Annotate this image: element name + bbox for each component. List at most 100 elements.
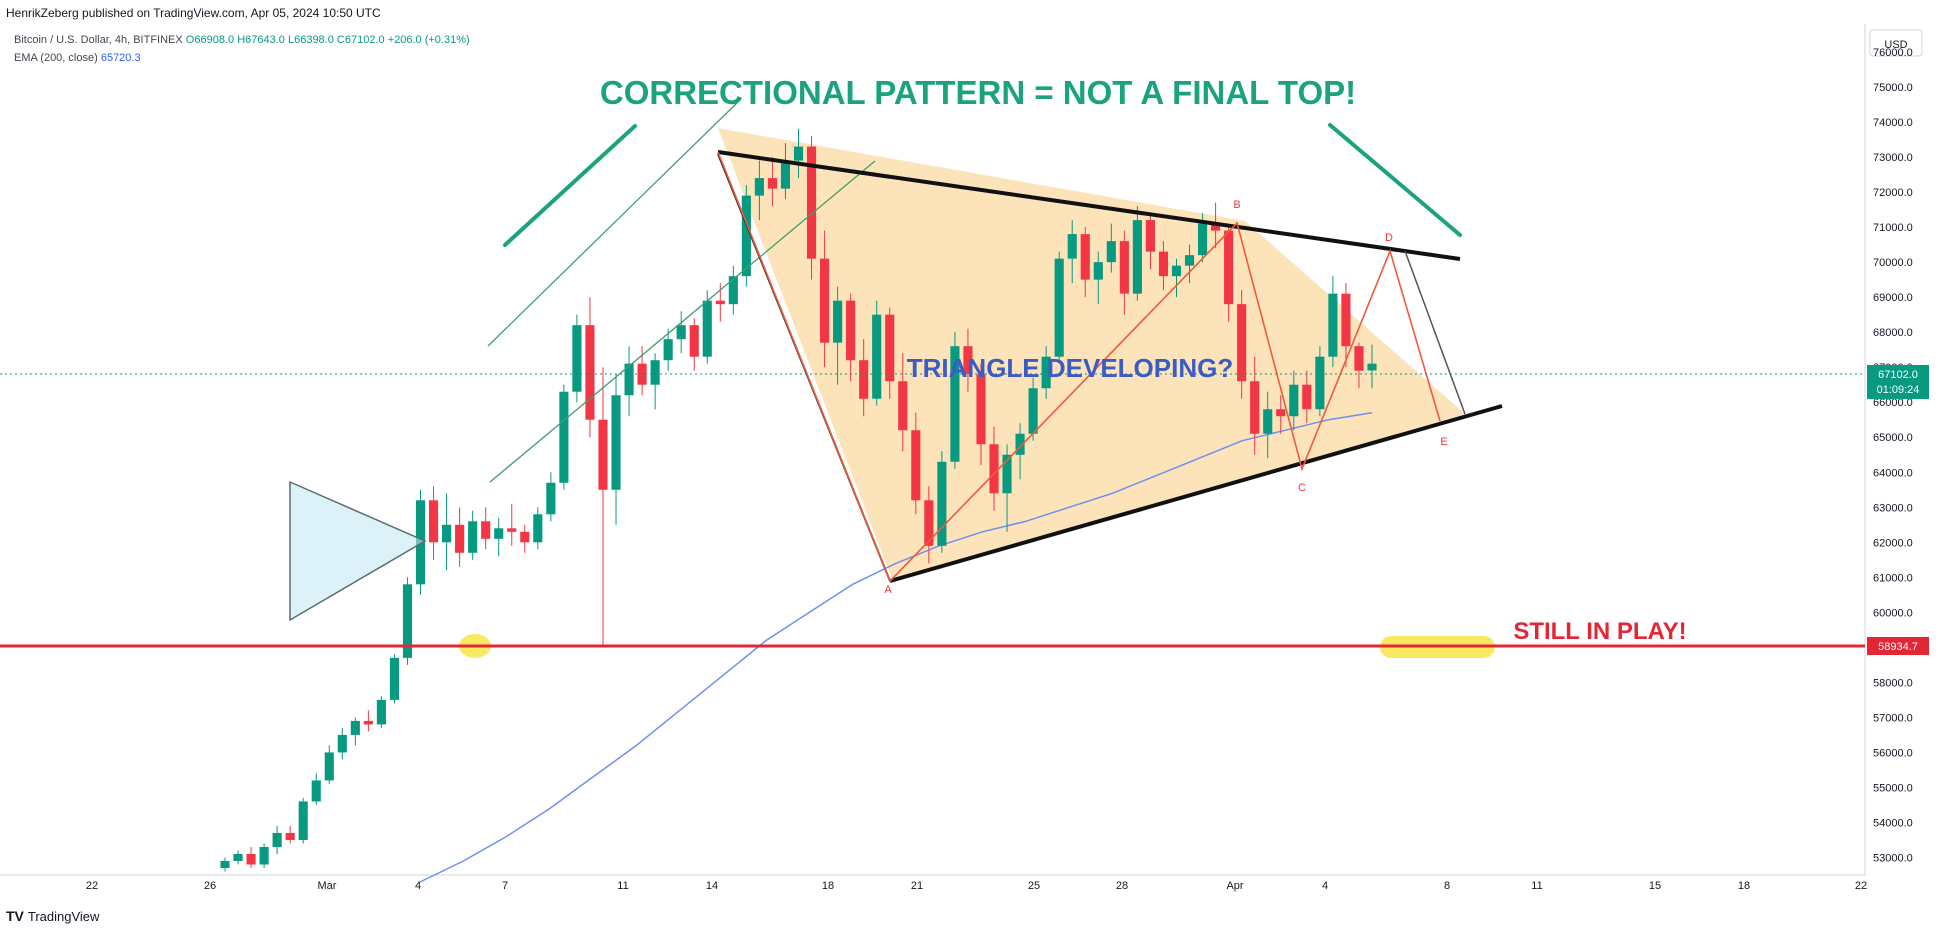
candle-body: [741, 195, 751, 277]
x-tick-label: 8: [1444, 880, 1450, 892]
currency-button[interactable]: [1869, 29, 1923, 57]
candle-body: [1354, 346, 1364, 371]
x-tick-label: 11: [617, 880, 628, 892]
candle-body: [507, 528, 517, 532]
time-axis[interactable]: 22 26 Mar 4 7 11 14 18 21 25 28 Apr 4 8 11 15 18 22: [86, 880, 1867, 892]
candle-body: [1158, 251, 1169, 277]
candle-body: [1106, 241, 1116, 263]
ohlc-low: L66398.0: [287, 34, 334, 46]
wave-label-b: B: [1233, 199, 1240, 211]
triangle-shape[interactable]: [718, 128, 1465, 581]
candle-body: [1093, 262, 1103, 280]
x-tick-label: 25: [1028, 880, 1040, 892]
x-tick-label: 26: [204, 880, 216, 892]
candle-body: [1067, 234, 1077, 259]
x-tick-label: 7: [502, 880, 508, 892]
candle-body: [650, 360, 660, 385]
y-tick-label: 76000.0: [1873, 47, 1913, 59]
y-tick-label: 66000.0: [1873, 397, 1913, 409]
candle-body: [272, 832, 282, 847]
candle-body: [220, 860, 230, 868]
candle-body: [402, 584, 413, 658]
candle-body: [376, 699, 386, 725]
candle-body: [572, 325, 582, 392]
annotation-stroke: [1328, 123, 1462, 237]
candle-body: [285, 832, 295, 840]
triangle-right-line[interactable]: [1404, 250, 1466, 415]
candle-body: [1263, 409, 1273, 434]
x-tick-label: 11: [1531, 880, 1542, 892]
support-price-tag: [1867, 637, 1929, 655]
candle-body: [937, 461, 947, 546]
candle-body: [455, 524, 465, 553]
y-tick-label: 70000.0: [1873, 257, 1913, 269]
y-tick-label: 68000.0: [1873, 327, 1913, 339]
wave-path[interactable]: [717, 151, 1441, 583]
candle-body: [702, 300, 712, 357]
triangle-upper-line[interactable]: [717, 150, 1461, 261]
footer-brand[interactable]: TV TradingView: [6, 908, 99, 924]
candle-body: [546, 482, 556, 515]
x-tick-label: 18: [822, 880, 834, 892]
candle-body: [428, 500, 439, 543]
candle-body: [715, 300, 725, 305]
channel-line-lower[interactable]: [489, 160, 876, 483]
candles-group[interactable]: [220, 129, 1377, 872]
candle-body: [989, 444, 999, 494]
y-tick-label: 72000.0: [1873, 187, 1913, 199]
candle-body: [1145, 220, 1155, 252]
symbol-name[interactable]: Bitcoin / U.S. Dollar, 4h, BITFINEX: [14, 34, 183, 46]
candle-body: [350, 720, 360, 735]
pennant-triangle[interactable]: [289, 480, 427, 622]
current-price-tag: [1867, 365, 1929, 399]
ohlc-close: C67102.0: [336, 34, 385, 46]
candle-body: [754, 178, 764, 196]
ema-label[interactable]: EMA (200, close): [14, 52, 98, 64]
y-tick-label: 53000.0: [1873, 852, 1913, 864]
candle-body: [924, 500, 934, 546]
ema-value: 65720.3: [100, 52, 141, 64]
y-tick-label: 69000.0: [1873, 292, 1913, 304]
candle-body: [833, 300, 843, 343]
candle-body: [1171, 265, 1182, 277]
candle-body: [793, 146, 804, 161]
candle-body: [1315, 356, 1325, 410]
channel-line-upper[interactable]: [487, 99, 741, 347]
candle-body: [820, 258, 830, 343]
candle-body: [1289, 384, 1299, 417]
tradingview-logo-icon: TV: [6, 908, 24, 924]
x-tick-label: 21: [911, 880, 923, 892]
x-tick-label: 22: [1855, 880, 1867, 892]
x-tick-label: 18: [1738, 880, 1750, 892]
candle-body: [494, 528, 504, 539]
candle-body: [324, 752, 334, 781]
candle-body: [1041, 356, 1051, 389]
candle-body: [1211, 223, 1221, 231]
candle-body: [468, 521, 478, 553]
candle-body: [898, 381, 908, 431]
price-axis[interactable]: 53000.0 54000.0 55000.0 56000.0 57000.0 58000…: [1873, 47, 1913, 864]
x-tick-label: Mar: [318, 880, 337, 892]
candle-body: [533, 514, 543, 543]
candle-body: [1132, 220, 1142, 294]
candle-body: [1054, 258, 1064, 357]
candle-body: [559, 391, 569, 483]
wave-label-a: A: [884, 584, 892, 596]
y-tick-label: 55000.0: [1873, 782, 1913, 794]
publisher-line: HenrikZeberg published on TradingView.co…: [6, 6, 381, 20]
triangle-lower-line[interactable]: [889, 404, 1503, 583]
candle-body: [637, 363, 647, 385]
candle-body: [950, 346, 960, 462]
candle-body: [728, 276, 738, 305]
candle-body: [611, 395, 621, 490]
candle-body: [1237, 304, 1247, 382]
y-tick-label: 73000.0: [1873, 152, 1913, 164]
candle-body: [806, 146, 817, 259]
ema-line[interactable]: [419, 411, 1373, 883]
annotation-stroke: [503, 124, 637, 247]
candle-body: [337, 734, 347, 753]
y-tick-label: 62000.0: [1873, 537, 1913, 549]
ohlc-change: +206.0 (+0.31%): [387, 34, 470, 46]
y-tick-label: 61000.0: [1873, 572, 1913, 584]
